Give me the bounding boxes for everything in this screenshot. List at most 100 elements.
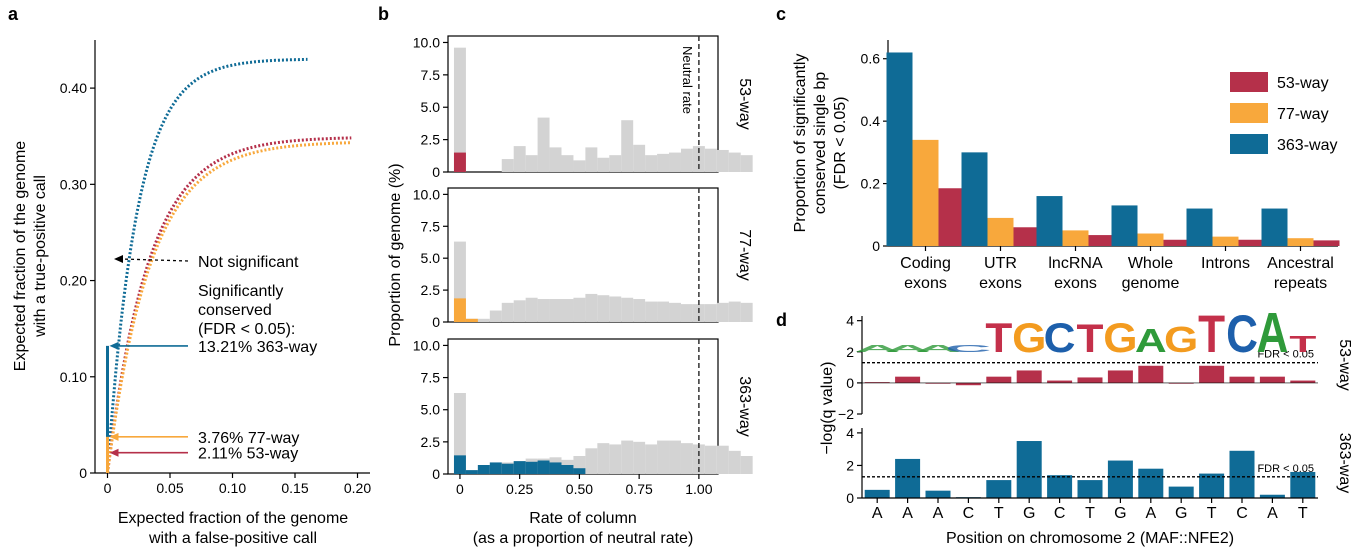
b-y-tick-label: 7.5 <box>421 218 441 234</box>
b-bar-total-53-way <box>573 160 586 172</box>
b-bar-total-363-way <box>585 448 598 474</box>
c-category-label: Whole <box>1128 255 1173 272</box>
d-y-label: −log(q value) <box>819 362 836 455</box>
b-bar-total-77-way <box>657 301 670 322</box>
c-bar-53-way <box>1088 235 1115 246</box>
a-y-tick-label: 0.10 <box>60 369 87 385</box>
d-x-tick-label: A <box>1267 505 1278 522</box>
c-bar-53-way <box>938 188 965 246</box>
d-bar-363-way <box>1229 450 1255 498</box>
a-arrow-77-head <box>109 432 119 441</box>
b-bar-total-363-way <box>573 456 586 474</box>
c-category-label: Introns <box>1201 255 1250 272</box>
d-logo-letter: G <box>1103 315 1137 362</box>
a-label-53: 2.11% 53-way <box>198 446 298 463</box>
a-y-tick-label: 0.20 <box>60 273 87 289</box>
a-y-tick-label: 0 <box>79 465 87 481</box>
b-bar-total-77-way <box>645 301 658 322</box>
a-x-label: Expected fraction of the genome <box>118 510 348 527</box>
b-bar-total-363-way <box>645 444 658 474</box>
a-x-tick-label: 0.10 <box>219 480 246 496</box>
c-bar-363-way <box>1111 205 1138 246</box>
c-legend-label: 363-way <box>1277 137 1337 154</box>
b-y-tick-label: 7.5 <box>421 67 441 83</box>
d-x-tick-label: A <box>1145 505 1156 522</box>
b-y-tick-label: 0 <box>432 314 440 330</box>
a-not-significant-label: Not significant <box>198 254 299 271</box>
b-bar-significant-363-way <box>477 465 490 474</box>
b-bar-significant-77-way <box>465 318 478 322</box>
b-bar-total-77-way <box>692 304 705 322</box>
c-category-label: genome <box>1122 275 1180 292</box>
chart-a-roc: 0 0.05 0.10 0.15 0.20 0 0.10 0.20 0.30 0.40 Expect… <box>12 40 371 547</box>
d-logo-letter-faint: A <box>854 343 900 354</box>
c-bar-77-way <box>1212 236 1239 246</box>
b-bar-total-77-way <box>716 302 729 322</box>
b-bar-total-77-way <box>609 296 622 322</box>
b-bar-total-53-way <box>740 155 753 172</box>
b-bar-significant-363-way <box>465 470 478 474</box>
b-x-tick-label: 0.75 <box>626 481 653 497</box>
b-x-label: (as a proportion of neutral rate) <box>473 530 694 547</box>
a-y-tick-label: 0.30 <box>60 176 87 192</box>
a-significant-label: (FDR < 0.05): <box>198 321 295 338</box>
c-y-label: Proportion of significantly conserved sin… <box>792 54 849 233</box>
b-bar-total-77-way <box>489 310 502 322</box>
b-bar-total-53-way <box>597 157 610 172</box>
c-bar-53-way <box>1163 239 1190 246</box>
b-bar-significant-363-way <box>513 461 526 474</box>
c-bar-53-way <box>1013 227 1040 246</box>
d-logo-letter: T <box>1198 305 1225 363</box>
d-logo-letter: T <box>1289 332 1317 358</box>
c-category-label: exons <box>904 275 947 292</box>
d-x-tick-label: C <box>1236 505 1248 522</box>
b-frame-53-way <box>447 35 719 173</box>
a-significant-label: conserved <box>198 302 272 319</box>
d-logo-letter: G <box>1012 315 1046 362</box>
d-bar-53-way <box>1168 382 1194 384</box>
b-bar-significant-363-way <box>501 463 514 474</box>
panel-label-b: b <box>378 4 389 24</box>
d-logo-letter: A <box>1135 323 1167 360</box>
b-bar-total-77-way <box>728 301 741 322</box>
d-bar-53-way <box>986 376 1012 383</box>
d-x-tick-label: A <box>902 505 913 522</box>
d-logo-letter-faint: A <box>884 343 930 354</box>
d-logo-letter-faint: A <box>915 343 961 354</box>
c-category-label: Ancestral <box>1267 255 1334 272</box>
chart-d-motif: −2 0 2 4 FDR < 0.05 53-way 0 2 4 FDR < 0.05 363-wa… <box>819 301 1353 547</box>
d-bar-363-way <box>1138 468 1164 498</box>
c-y-label-line: conserved single bp <box>812 72 829 214</box>
b-bar-total-53-way <box>716 149 729 172</box>
chart-c-bars: 0 0.2 0.4 0.6 Coding exons UTR exons lncRNA exons… <box>792 40 1340 292</box>
b-bar-total-77-way <box>597 295 610 322</box>
b-bar-total-77-way <box>561 299 574 322</box>
b-bar-total-53-way <box>561 155 574 172</box>
b-y-tick-label: 2.5 <box>421 434 441 450</box>
b-bar-total-363-way <box>633 441 646 474</box>
b-bar-total-77-way <box>704 304 717 322</box>
d-fdr-label: FDR < 0.05 <box>1257 349 1314 361</box>
d-bar-53-way <box>1107 370 1133 383</box>
b-bar-significant-363-way <box>453 455 466 474</box>
b-bar-total-53-way <box>525 155 538 172</box>
b-bar-significant-363-way <box>561 465 574 474</box>
b-bar-total-363-way <box>597 443 610 474</box>
b-bar-total-363-way <box>453 393 466 474</box>
c-y-label-line: Proportion of significantly <box>792 54 809 233</box>
a-x-tick-label: 0 <box>104 480 112 496</box>
d-x-tick-label: A <box>872 505 883 522</box>
d-subplot-label: 363-way <box>1336 433 1353 493</box>
b-bar-total-53-way <box>585 147 598 172</box>
a-not-significant-arrow <box>121 258 189 262</box>
d-x-tick-label: T <box>994 505 1004 522</box>
a-y-tick-label: 0.40 <box>60 80 87 96</box>
d-fdr-label: FDR < 0.05 <box>1257 463 1314 475</box>
b-bar-total-53-way <box>501 159 514 172</box>
a-label-77: 3.76% 77-way <box>198 430 299 447</box>
c-y-tick-label: 0.2 <box>861 176 881 192</box>
d-bar-53-way <box>1259 376 1285 383</box>
b-y-tick-label: 5.0 <box>421 402 441 418</box>
a-x-tick-label: 0.05 <box>156 480 183 496</box>
c-bar-363-way <box>1186 208 1213 246</box>
